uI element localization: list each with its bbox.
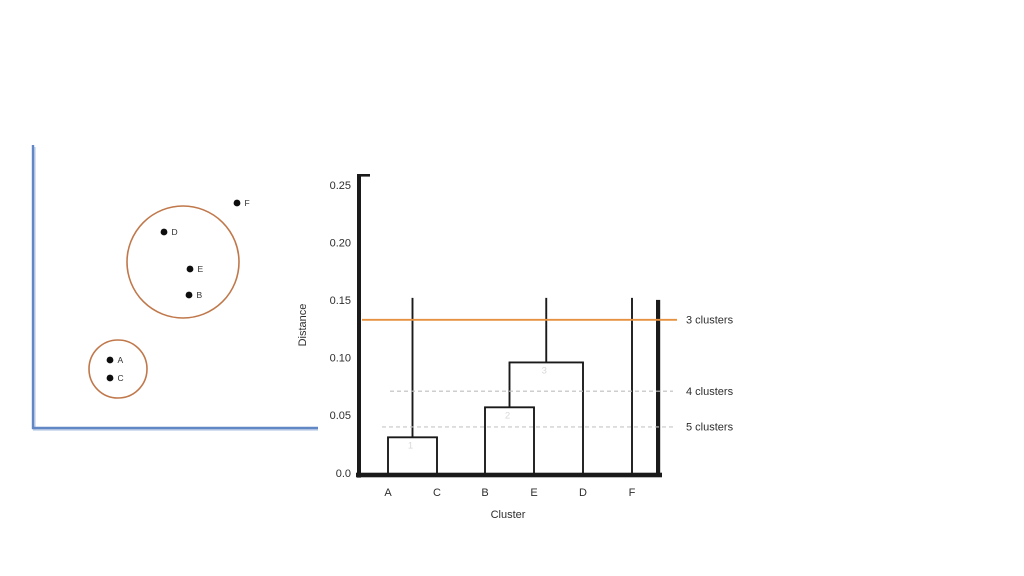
data-point-E [186,265,194,273]
cut-line-label-4-clusters: 4 clusters [686,386,734,398]
data-point-D [160,228,168,236]
leaf-label-A: A [384,487,392,499]
y-tick-label-0.15: 0.15 [330,295,351,307]
point-label-D: D [172,227,178,237]
y-tick-label-0.20: 0.20 [330,237,351,249]
data-point-A [106,356,114,364]
axis-title-distance: Distance [297,304,309,347]
point-label-E: E [198,264,204,274]
merge-order-number-1: 1 [408,440,413,451]
y-tick-label-0.25: 0.25 [330,180,351,192]
leaf-label-C: C [433,487,441,499]
point-label-B: B [197,290,203,300]
dendrogram-y-axis-top-serif [357,174,370,177]
point-label-A: A [118,355,124,365]
leaf-label-F: F [629,487,636,499]
leaf-label-E: E [530,487,537,499]
cluster-A-C-circle [88,339,148,399]
leaf-label-B: B [481,487,488,499]
axis-title-cluster: Cluster [491,509,526,521]
right-frame-bar [656,299,661,477]
y-tick-label-0.0: 0.0 [336,468,351,480]
point-label-F: F [245,198,250,208]
cut-line-label-5-clusters: 5 clusters [686,422,734,434]
leaf-label-D: D [579,487,587,499]
y-tick-label-0.05: 0.05 [330,410,351,422]
dendrogram-y-axis-spine [357,174,361,478]
dendrogram-x-axis [356,472,662,478]
cluster-D-E-B-circle [126,205,240,319]
y-tick-label-0.10: 0.10 [330,353,351,365]
data-point-C [106,374,114,382]
data-point-B [185,291,193,299]
point-label-C: C [118,373,124,383]
merge-order-number-2: 2 [505,410,510,421]
data-point-F [233,199,241,207]
merge-order-number-3: 3 [542,365,547,376]
cut-line-label-3-clusters: 3 clusters [686,315,734,327]
